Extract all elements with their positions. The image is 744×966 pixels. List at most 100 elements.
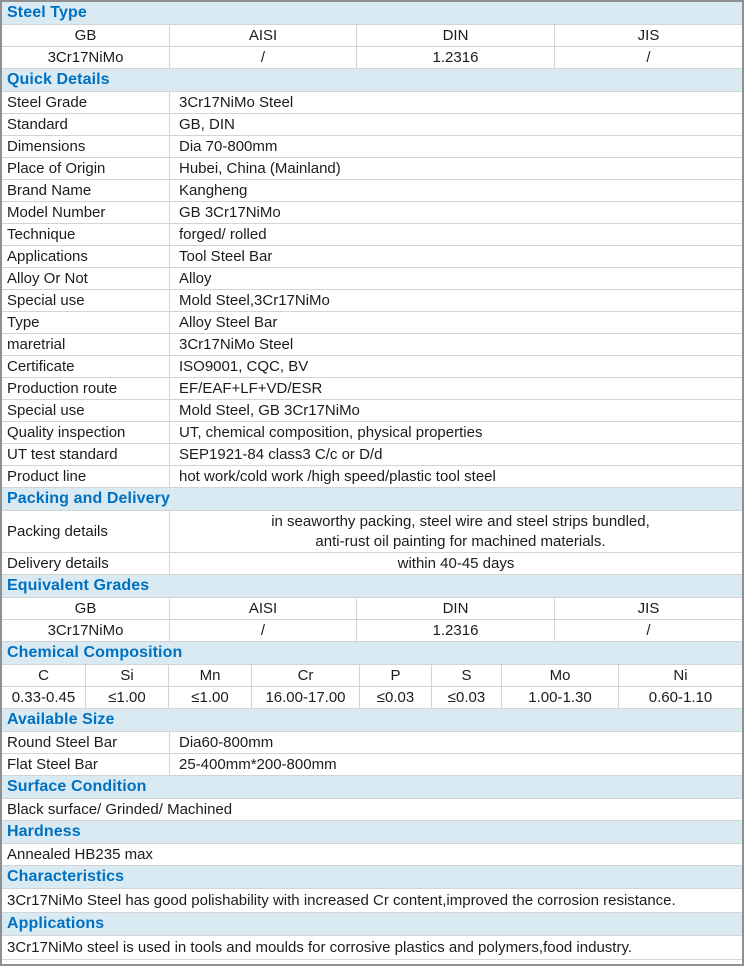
column-header-s: S [432,665,502,686]
section-title: Steel Type [7,4,87,21]
section-header-available-size: Available Size [2,709,742,732]
row-label: Delivery details [2,553,170,574]
row-label: Type [2,312,170,333]
row-value: Mold Steel,3Cr17NiMo [179,292,330,309]
column-header-mn: Mn [169,665,252,686]
table-cell-din-value: 1.2316 [357,47,555,68]
row-label: Model Number [2,202,170,223]
detail-row-place-of-origin: Place of Origin Hubei, China (Mainland) [2,158,742,180]
section-title: Characteristics [7,868,125,885]
detail-row-alloy-or-not: Alloy Or Not Alloy [2,268,742,290]
section-title: Equivalent Grades [7,577,150,594]
row-label: Technique [2,224,170,245]
column-header-cr: Cr [252,665,360,686]
column-header-p: P [360,665,432,686]
row-value: Tool Steel Bar [179,248,273,265]
row-value: Dia60-800mm [179,734,274,751]
row-label: Standard [2,114,170,135]
detail-row-standard: Standard GB, DIN [2,114,742,136]
table-cell-mo-value: 1.00-1.30 [502,687,619,708]
detail-row-type: Type Alloy Steel Bar [2,312,742,334]
table-cell-ni-value: 0.60-1.10 [648,689,713,706]
detail-row-technique: Technique forged/ rolled [2,224,742,246]
row-value: ISO9001, CQC, BV [179,358,309,375]
row-value: SEP1921-84 class3 C/c or D/d [179,446,383,463]
row-label: maretrial [2,334,170,355]
steel-type-header-row: GB AISI DIN JIS [2,25,742,47]
row-label: Brand Name [2,180,170,201]
section-title: Hardness [7,823,81,840]
row-label: UT test standard [2,444,170,465]
section-header-hardness: Hardness [2,821,742,844]
packing-line-1: in seaworthy packing, steel wire and ste… [271,512,650,530]
row-value: Alloy [179,270,212,287]
table-cell-p-value: ≤0.03 [360,687,432,708]
row-label: Place of Origin [2,158,170,179]
detail-row-special-use-2: Special use Mold Steel, GB 3Cr17NiMo [2,400,742,422]
detail-row-special-use-1: Special use Mold Steel,3Cr17NiMo [2,290,742,312]
section-header-quick-details: Quick Details [2,69,742,92]
row-value: UT, chemical composition, physical prope… [179,424,483,441]
table-cell-jis-value: / [646,49,651,66]
size-row-flat-steel-bar: Flat Steel Bar 25-400mm*200-800mm [2,754,742,776]
detail-row-product-line: Product line hot work/cold work /high sp… [2,466,742,488]
surface-condition-value: Black surface/ Grinded/ Machined [2,799,742,821]
table-cell-mn-value: ≤1.00 [169,687,252,708]
column-header-mo: Mo [502,665,619,686]
packing-line-2: anti-rust oil painting for machined mate… [315,532,606,550]
section-header-surface-condition: Surface Condition [2,776,742,799]
section-title: Quick Details [7,71,110,88]
row-value: Alloy Steel Bar [179,314,278,331]
row-value: Kangheng [179,182,248,199]
column-header-din: DIN [357,598,555,619]
section-header-equivalent-grades: Equivalent Grades [2,575,742,598]
table-cell-c-value: 0.33-0.45 [2,687,86,708]
column-header-aisi: AISI [170,598,357,619]
row-label: Packing details [2,511,170,552]
row-label: Special use [2,290,170,311]
row-label: Product line [2,466,170,487]
detail-row-brand-name: Brand Name Kangheng [2,180,742,202]
hardness-value: Annealed HB235 max [2,844,742,866]
detail-row-production-route: Production route EF/EAF+LF+VD/ESR [2,378,742,400]
row-label: Flat Steel Bar [2,754,170,775]
table-cell-aisi-value: / [170,620,357,641]
section-title: Packing and Delivery [7,490,170,507]
column-header-aisi: AISI [170,25,357,46]
row-value: 25-400mm*200-800mm [179,756,337,773]
table-cell-jis-value: / [646,622,651,639]
column-header-ni: Ni [673,667,688,684]
table-cell-aisi-value: / [170,47,357,68]
row-value: hot work/cold work /high speed/plastic t… [179,468,496,485]
characteristics-value: 3Cr17NiMo Steel has good polishability w… [2,889,742,913]
row-label: Certificate [2,356,170,377]
chemical-value-row: 0.33-0.45 ≤1.00 ≤1.00 16.00-17.00 ≤0.03 … [2,687,742,709]
size-row-round-steel-bar: Round Steel Bar Dia60-800mm [2,732,742,754]
row-value: Dia 70-800mm [179,138,278,155]
table-cell-din-value: 1.2316 [357,620,555,641]
row-value: 3Cr17NiMo Steel [179,336,294,353]
table-cell-gb-value: 3Cr17NiMo [2,47,170,68]
detail-row-ut-test-standard: UT test standard SEP1921-84 class3 C/c o… [2,444,742,466]
equivalent-grades-header-row: GB AISI DIN JIS [2,598,742,620]
row-label: Applications [2,246,170,267]
table-cell-s-value: ≤0.03 [432,687,502,708]
column-header-si: Si [86,665,169,686]
section-header-characteristics: Characteristics [2,866,742,889]
column-header-c: C [2,665,86,686]
steel-type-value-row: 3Cr17NiMo / 1.2316 / [2,47,742,69]
section-header-steel-type: Steel Type [2,2,742,25]
row-value: GB, DIN [179,116,235,133]
column-header-jis: JIS [637,600,660,617]
row-value: in seaworthy packing, steel wire and ste… [170,511,742,552]
section-header-chemical-composition: Chemical Composition [2,642,742,665]
section-header-applications: Applications [2,913,742,936]
detail-row-quality-inspection: Quality inspection UT, chemical composit… [2,422,742,444]
packing-details-row: Packing details in seaworthy packing, st… [2,511,742,553]
section-title: Chemical Composition [7,644,183,661]
row-label: Steel Grade [2,92,170,113]
section-header-packing-delivery: Packing and Delivery [2,488,742,511]
applications-value: 3Cr17NiMo steel is used in tools and mou… [2,936,742,960]
row-value: forged/ rolled [179,226,267,243]
table-cell-gb-value: 3Cr17NiMo [2,620,170,641]
